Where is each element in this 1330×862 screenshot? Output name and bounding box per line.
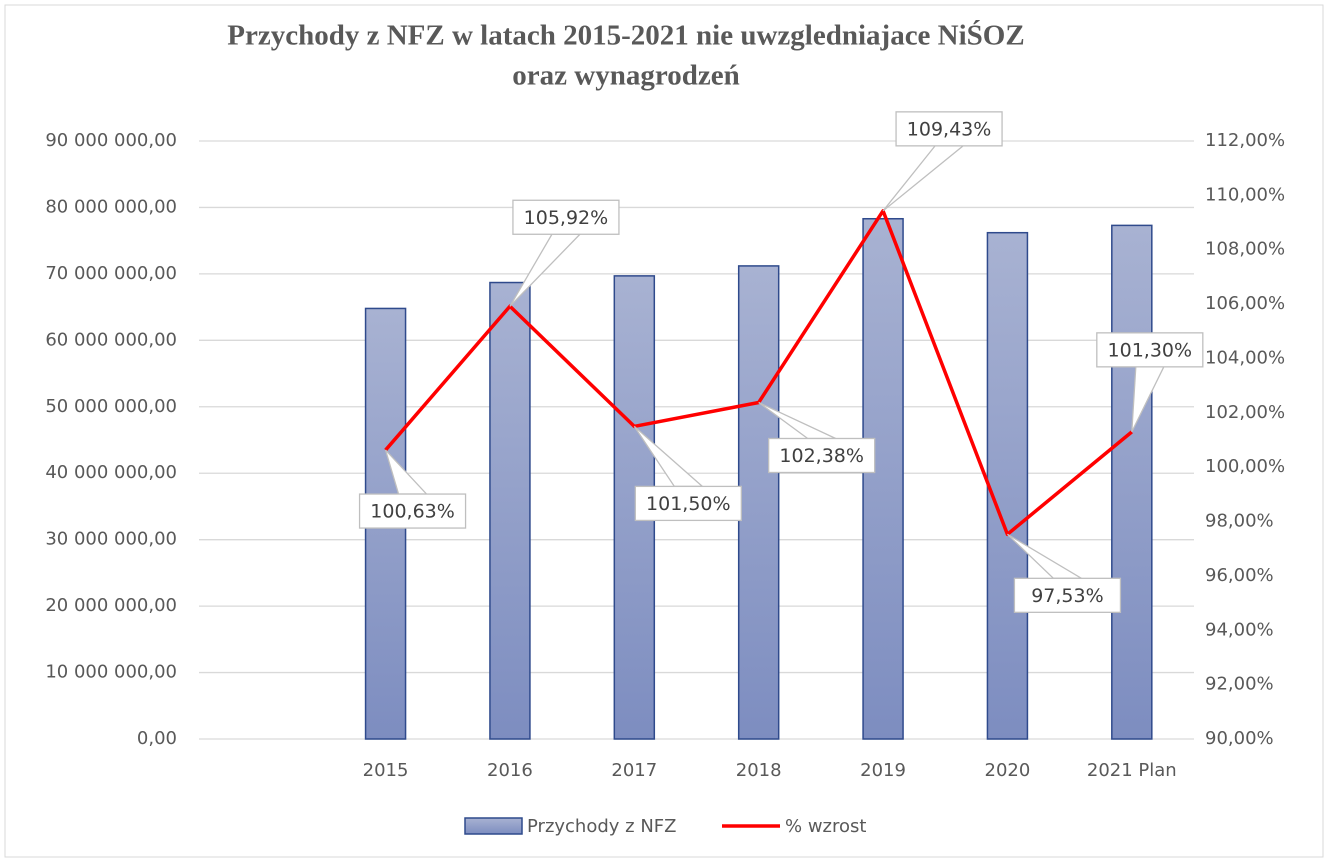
bar — [1111, 224, 1153, 740]
callout-box — [895, 111, 1003, 147]
legend-label: Przychody z NFZ — [527, 816, 676, 837]
y2-tick-label: 100,00% — [1205, 456, 1285, 477]
x-tick-label: 2015 — [363, 760, 409, 781]
callout-box — [1013, 577, 1122, 613]
bar — [862, 217, 904, 740]
chart-title: oraz wynagrodzeń — [512, 60, 739, 92]
bar — [737, 265, 780, 740]
legend-label: % wzrost — [785, 816, 866, 837]
y-tick-label: 30 000 000,00 — [45, 529, 177, 550]
y2-tick-label: 102,00% — [1205, 402, 1285, 423]
y2-tick-label: 108,00% — [1205, 239, 1285, 260]
bar — [986, 231, 1029, 740]
callout-box — [358, 493, 467, 529]
y2-tick-label: 96,00% — [1205, 565, 1274, 586]
y2-tick-label: 104,00% — [1205, 347, 1285, 368]
data-label: 109,43% — [907, 118, 992, 140]
y-tick-label: 90 000 000,00 — [45, 130, 177, 151]
y2-tick-label: 92,00% — [1205, 674, 1274, 695]
y-tick-label: 40 000 000,00 — [45, 462, 177, 483]
y-tick-label: 50 000 000,00 — [45, 396, 177, 417]
y2-tick-label: 112,00% — [1205, 130, 1285, 151]
x-tick-label: 2020 — [985, 760, 1031, 781]
y-tick-label: 70 000 000,00 — [45, 263, 177, 284]
chart-title: Przychody z NFZ w latach 2015-2021 nie u… — [227, 19, 1024, 52]
y2-tick-label: 90,00% — [1205, 728, 1274, 749]
callout-box — [1096, 332, 1204, 368]
x-tick-label: 2021 Plan — [1087, 760, 1177, 781]
x-tick-label: 2018 — [736, 760, 782, 781]
callout-box — [768, 437, 876, 474]
data-label: 97,53% — [1031, 585, 1103, 607]
y-tick-label: 10 000 000,00 — [45, 662, 177, 683]
data-label: 105,92% — [524, 207, 609, 229]
y-tick-label: 20 000 000,00 — [45, 595, 177, 616]
callout-box — [512, 199, 620, 235]
chart-frame — [4, 4, 1324, 858]
x-tick-label: 2017 — [611, 760, 657, 781]
y2-tick-label: 98,00% — [1205, 511, 1274, 532]
legend-swatch — [464, 817, 523, 835]
y2-tick-label: 94,00% — [1205, 619, 1274, 640]
y-tick-label: 0,00 — [137, 728, 177, 749]
data-label: 100,63% — [370, 501, 455, 523]
x-tick-label: 2016 — [487, 760, 533, 781]
bar — [489, 281, 531, 740]
callout-box — [634, 485, 742, 522]
y2-tick-label: 106,00% — [1205, 293, 1285, 314]
data-label: 101,50% — [646, 493, 731, 515]
y-tick-label: 80 000 000,00 — [45, 196, 177, 217]
y-tick-label: 60 000 000,00 — [45, 329, 177, 350]
data-label: 102,38% — [779, 445, 864, 467]
y2-tick-label: 110,00% — [1205, 184, 1285, 205]
x-tick-label: 2019 — [860, 760, 906, 781]
data-label: 101,30% — [1108, 339, 1193, 361]
